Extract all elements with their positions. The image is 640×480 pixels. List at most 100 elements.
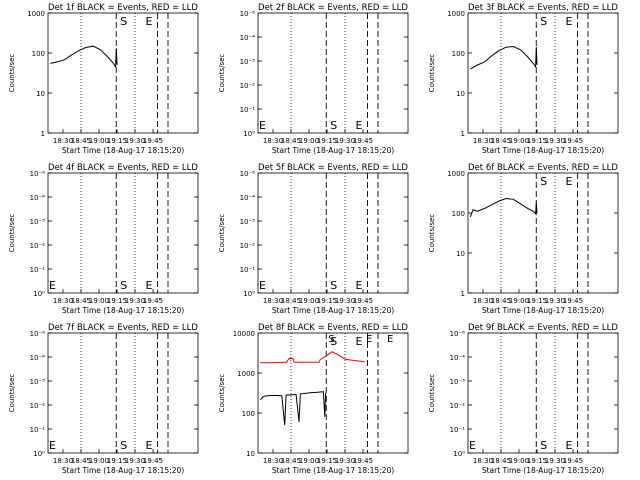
- y-tick-label: 10: [456, 250, 465, 258]
- panel-title: Det 9f BLACK = Events, RED = LLD: [468, 323, 618, 333]
- x-tick-label: 19:00: [299, 137, 319, 145]
- y-tick-label: 1000: [447, 170, 465, 178]
- y-tick-label: 1: [461, 130, 465, 138]
- x-tick-label: 18:30: [53, 137, 73, 145]
- x-axis-label: Start Time (18-Aug-17 18:15:20): [482, 306, 604, 315]
- x-tick-label: 18:30: [263, 457, 283, 465]
- y-axis-label: Counts/sec: [428, 374, 436, 413]
- y-axis-label: Counts/sec: [218, 374, 226, 413]
- x-tick-label: 19:45: [143, 137, 163, 145]
- panel-det-3: Det 3f BLACK = Events, RED = LLD Counts/s…: [428, 3, 618, 155]
- y-tick-label: 10⁻³: [240, 218, 256, 226]
- y-axis-label: Counts/sec: [8, 374, 16, 413]
- x-tick-label: 19:00: [299, 457, 319, 465]
- start-marker: S: [330, 335, 337, 348]
- panel-det-6: Det 6f BLACK = Events, RED = LLD Counts/s…: [428, 163, 618, 315]
- x-tick-label: 18:30: [473, 297, 493, 305]
- plot-frame: [467, 12, 619, 134]
- start-marker: S: [120, 15, 127, 28]
- panel-title: Det 6f BLACK = Events, RED = LLD: [468, 163, 618, 173]
- end-marker: E: [566, 15, 573, 28]
- y-tick-label: 10⁻¹: [240, 106, 256, 114]
- series-line-0: [469, 197, 538, 218]
- y-tick-label: 10: [246, 450, 255, 458]
- panel-det-5: Det 5f BLACK = Events, RED = LLD Counts/s…: [218, 163, 408, 315]
- x-tick-label: 19:15: [317, 137, 337, 145]
- y-tick-label: 10⁻¹: [30, 426, 46, 434]
- x-tick-label: 19:30: [335, 297, 355, 305]
- plot-frame: [47, 12, 199, 134]
- panel-det-4: Det 4f BLACK = Events, RED = LLD Counts/s…: [8, 163, 198, 315]
- x-tick-label: 18:45: [491, 137, 511, 145]
- y-tick-label: 10⁰: [243, 130, 255, 138]
- y-axis-label: Counts/sec: [218, 54, 226, 93]
- x-axis-label: Start Time (18-Aug-17 18:15:20): [62, 306, 184, 315]
- end-marker: E: [356, 279, 363, 292]
- side-end-marker: E: [259, 279, 266, 292]
- panel-det-9: Det 9f BLACK = Events, RED = LLD Counts/s…: [428, 323, 618, 475]
- y-tick-label: 10⁻³: [30, 378, 46, 386]
- x-tick-label: 18:45: [491, 297, 511, 305]
- panel-title: Det 3f BLACK = Events, RED = LLD: [468, 3, 618, 13]
- x-tick-label: 18:45: [491, 457, 511, 465]
- x-tick-label: 19:15: [527, 137, 547, 145]
- panel-det-1: Det 1f BLACK = Events, RED = LLD Counts/s…: [8, 3, 198, 155]
- x-tick-label: 19:00: [509, 457, 529, 465]
- y-tick-label: 10⁻⁴: [30, 194, 46, 202]
- y-tick-label: 10: [36, 90, 45, 98]
- series-line-0: [470, 45, 538, 70]
- y-tick-label: 1: [461, 290, 465, 298]
- y-tick-label: 10⁻²: [30, 402, 46, 410]
- end-marker: E: [146, 15, 153, 28]
- panel-title: Det 7f BLACK = Events, RED = LLD: [48, 323, 198, 333]
- x-tick-label: 19:15: [527, 297, 547, 305]
- y-tick-label: 10⁻³: [450, 378, 466, 386]
- panel-title: Det 1f BLACK = Events, RED = LLD: [48, 3, 198, 13]
- end-marker: E: [356, 335, 363, 348]
- x-axis-label: Start Time (18-Aug-17 18:15:20): [62, 466, 184, 475]
- y-tick-label: 100: [242, 410, 255, 418]
- x-axis-label: Start Time (18-Aug-17 18:15:20): [482, 146, 604, 155]
- x-tick-label: 18:30: [473, 137, 493, 145]
- y-axis-label: Counts/sec: [218, 214, 226, 253]
- x-tick-label: 19:45: [143, 457, 163, 465]
- y-axis-label: Counts/sec: [428, 54, 436, 93]
- start-marker: S: [330, 279, 337, 292]
- plot-frame: [467, 172, 619, 294]
- end-marker: E: [356, 119, 363, 132]
- x-tick-label: 18:45: [71, 297, 91, 305]
- x-tick-label: 19:45: [353, 297, 373, 305]
- y-tick-label: 10⁻⁴: [240, 194, 256, 202]
- x-tick-label: 18:45: [71, 137, 91, 145]
- start-marker: S: [120, 439, 127, 452]
- x-tick-label: 18:45: [71, 457, 91, 465]
- y-tick-label: 100: [452, 210, 465, 218]
- start-marker: S: [540, 439, 547, 452]
- top-marker: E: [366, 334, 372, 345]
- y-tick-label: 1000: [237, 370, 255, 378]
- y-tick-label: 10⁰: [33, 290, 45, 298]
- x-tick-label: 19:45: [353, 137, 373, 145]
- x-tick-label: 19:30: [545, 137, 565, 145]
- side-end-marker: E: [49, 439, 56, 452]
- x-tick-label: 19:45: [563, 457, 583, 465]
- plot-frame: [257, 172, 409, 294]
- end-marker: E: [146, 279, 153, 292]
- panel-det-8: Det 8f BLACK = Events, RED = LLD Counts/s…: [218, 323, 408, 475]
- panel-title: Det 5f BLACK = Events, RED = LLD: [258, 163, 408, 173]
- end-marker: E: [566, 175, 573, 188]
- x-tick-label: 19:30: [335, 457, 355, 465]
- y-tick-label: 10000: [233, 330, 255, 338]
- plot-frame: [47, 172, 199, 294]
- series-line-0: [50, 45, 118, 69]
- series-line-0: [259, 391, 327, 426]
- x-tick-label: 19:30: [335, 137, 355, 145]
- y-tick-label: 10⁰: [453, 450, 465, 458]
- y-tick-label: 10⁻⁴: [240, 34, 256, 42]
- panel-title: Det 2f BLACK = Events, RED = LLD: [258, 3, 408, 13]
- y-tick-label: 10⁰: [243, 290, 255, 298]
- series-line-1: [260, 351, 365, 364]
- y-tick-label: 10⁻¹: [240, 266, 256, 274]
- y-axis-label: Counts/sec: [428, 214, 436, 253]
